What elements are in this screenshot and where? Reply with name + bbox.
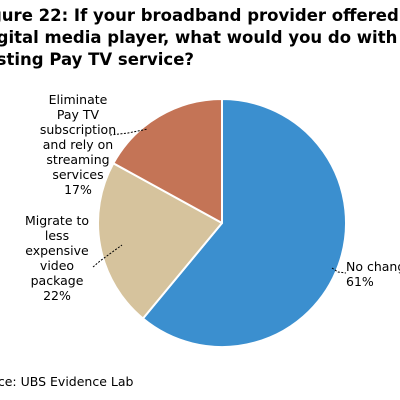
slice-label-line: package <box>31 273 84 288</box>
slice-label-line: streaming <box>46 152 109 167</box>
leader-line-0 <box>331 267 347 274</box>
slice-label-2: Eliminate Pay TV subscription and rely on st… <box>40 92 116 197</box>
slice-label-line: No chang <box>346 259 400 274</box>
slice-percent-label-1: 22% <box>43 288 71 303</box>
slice-label-1: Migrate to less expensive video package 22% <box>25 213 89 303</box>
slice-label-line: Migrate to <box>25 213 89 228</box>
slice-label-line: expensive <box>25 243 89 258</box>
figure-title-line-1: gure 22: If your broadband provider offe… <box>0 6 400 25</box>
slice-label-line: subscription <box>40 122 116 137</box>
pie-slice-2 <box>112 98 223 224</box>
slice-label-line: Pay TV <box>57 107 100 122</box>
pie-slice-1 <box>97 162 223 320</box>
pie-slices <box>97 98 347 348</box>
slice-label-line: services <box>52 167 103 182</box>
slice-label-line: and rely on <box>43 137 113 152</box>
source-note: rce: UBS Evidence Lab <box>0 374 134 389</box>
figure-title-line-3: isting Pay TV service? <box>0 50 194 69</box>
leader-line-2 <box>109 128 149 136</box>
slice-percent-label-0: 61% <box>346 274 374 289</box>
slice-label-line: less <box>45 228 69 243</box>
slice-percent-label-2: 17% <box>64 182 92 197</box>
figure-title-line-2: igital media player, what would you do w… <box>0 28 400 47</box>
slice-label-line: Eliminate <box>49 92 108 107</box>
pie-chart: No chang 61% Migrate to less expensive video p… <box>25 92 400 348</box>
figure-title: gure 22: If your broadband provider offe… <box>0 0 400 80</box>
slice-label-0: No chang 61% <box>346 259 400 289</box>
slice-label-line: video <box>40 258 74 273</box>
pie-slice-0 <box>141 98 347 348</box>
